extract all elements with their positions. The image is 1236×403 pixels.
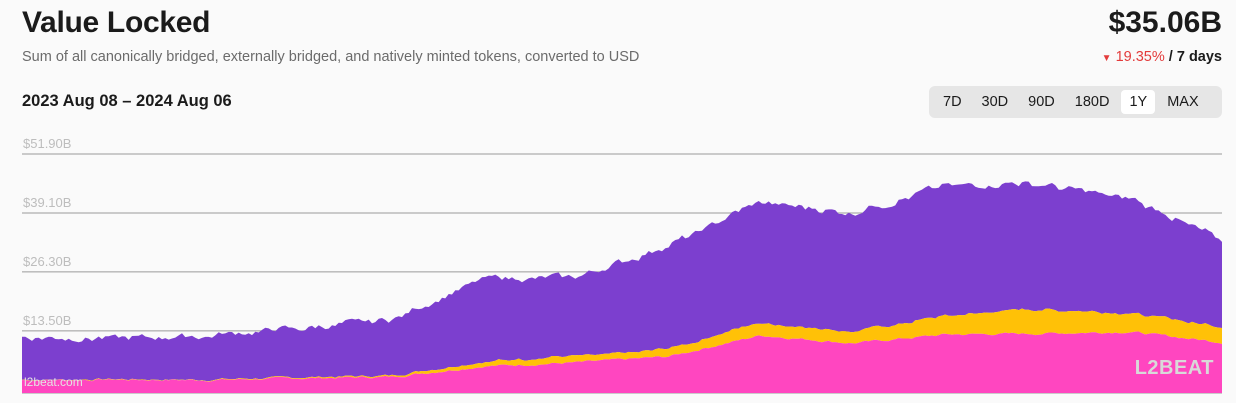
y-tick-label: $13.50B	[23, 313, 71, 328]
value-locked-chart[interactable]: $13.50B $26.30B $39.10B $51.90B	[0, 128, 1236, 403]
chart-watermark-url: l2beat.com	[24, 375, 83, 389]
y-tick-label: $39.10B	[23, 195, 71, 210]
area-series-externally-bridged	[22, 308, 1222, 382]
range-button-90d[interactable]: 90D	[1028, 94, 1055, 110]
page-subtitle: Sum of all canonically bridged, external…	[22, 49, 640, 65]
range-button-max[interactable]: MAX	[1167, 94, 1199, 110]
total-value: $35.06B	[1108, 6, 1222, 39]
time-range-selector: 7D 30D 90D 180D 1Y MAX	[929, 86, 1222, 118]
area-series-natively-minted	[22, 331, 1222, 393]
y-tick-label: $26.30B	[23, 254, 71, 269]
down-triangle-icon: ▼	[1101, 53, 1112, 64]
range-button-30d[interactable]: 30D	[981, 94, 1009, 110]
y-tick-label: $51.90B	[23, 136, 71, 151]
l2beat-watermark-logo: L2BEAT	[1134, 357, 1214, 379]
value-change: ▼ 19.35% / 7 days	[1102, 49, 1222, 65]
area-series-canonically-bridged	[22, 181, 1222, 382]
page-title: Value Locked	[22, 6, 211, 39]
change-period: / 7 days	[1168, 49, 1222, 65]
range-button-7d[interactable]: 7D	[943, 94, 962, 110]
change-percent: 19.35%	[1115, 49, 1165, 65]
date-range: 2023 Aug 08 – 2024 Aug 06	[22, 92, 232, 110]
range-button-180d[interactable]: 180D	[1074, 94, 1110, 110]
range-button-1y[interactable]: 1Y	[1121, 90, 1156, 114]
